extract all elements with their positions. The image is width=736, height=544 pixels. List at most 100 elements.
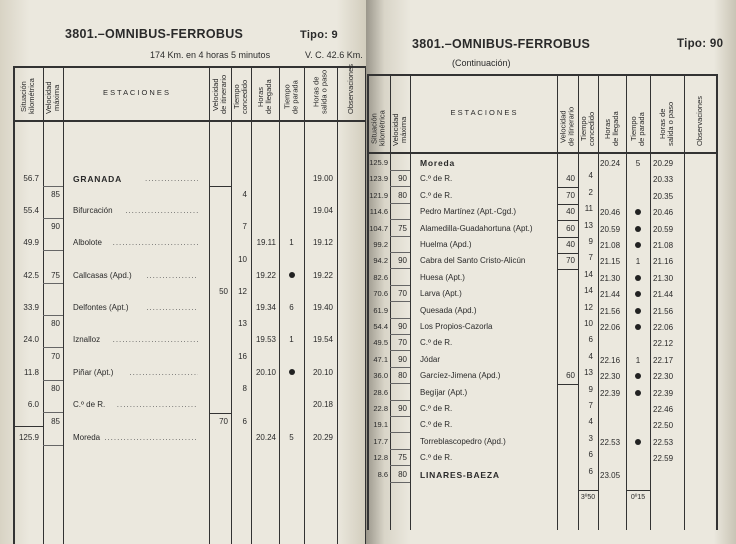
station-name: Torreblascopedro (Apd.) [420, 436, 506, 446]
km-position: 28.6 [373, 387, 388, 397]
departure-time: 22.59 [653, 454, 674, 464]
train-title: 3801.–OMNIBUS-FERROBUS [65, 27, 244, 41]
dot-leader: .............................. [145, 174, 198, 183]
km-position: 22.8 [373, 404, 388, 413]
arrival-time: 21.08 [600, 241, 621, 250]
table-row: 82.6 Huesa (Apt.) 14 21.30 21.30 [366, 269, 736, 285]
speed-change-mark [390, 170, 410, 171]
station-name: LINARES-BAEZA [420, 469, 500, 480]
station-name: C.º de R. [420, 404, 453, 413]
left-page: 3801.–OMNIBUS-FERROBUS Tipo: 9 174 Km. e… [0, 0, 367, 544]
segment-row: 85 4 [0, 190, 366, 202]
dot-leader: .............................. [129, 368, 198, 377]
allowed-time: 4 [588, 171, 593, 181]
max-speed: 80 [398, 190, 407, 200]
arrival-time: 19.22 [255, 271, 276, 280]
header-dep: Horas de salida o paso [311, 69, 329, 114]
speed-change-mark [43, 218, 63, 219]
departure-time: 19.00 [312, 174, 333, 183]
departure-time: 21.56 [653, 306, 674, 316]
max-speed: 85 [51, 190, 60, 199]
departure-time: 20.35 [653, 191, 674, 201]
departure-time: 22.17 [653, 355, 674, 365]
speed-change-mark [390, 465, 410, 467]
table-row: 42.5 75 Callcasas (Apd.)..................… [0, 271, 366, 283]
timetable-right: Situación kilométrica Velocidad máxima E S… [366, 0, 736, 544]
station-name: Cabra del Santo Cristo-Alicún [420, 256, 526, 266]
max-speed: 90 [398, 174, 407, 184]
km-position: 42.5 [23, 271, 39, 280]
arrival-time: 21.44 [600, 290, 621, 300]
max-speed: 80 [51, 319, 60, 328]
speed-change-mark [43, 186, 63, 187]
speed-boundary [557, 220, 578, 222]
arrival-time: 21.30 [600, 273, 621, 283]
departure-time: 20.59 [653, 224, 674, 234]
speed-boundary [557, 384, 578, 386]
speed-change-mark [43, 412, 63, 413]
allowed-time: 13 [584, 220, 593, 230]
departure-time: 19.04 [312, 206, 333, 215]
max-speed: 70 [398, 338, 407, 348]
allowed-time: 14 [584, 269, 593, 279]
station-name: Quesada (Apd.) [420, 305, 477, 315]
speed-change-mark [390, 268, 410, 270]
speed-change-mark [43, 347, 63, 348]
header-stations: E S T A C I O N E S [103, 88, 169, 97]
itinerary-speed: 70 [219, 416, 228, 426]
table-row: 55.4 Bifurcación.........................… [0, 206, 366, 218]
table-row: 8.6 80 LINARES-BAEZA 6 23.05 [366, 467, 736, 482]
header-arr: Horas de llegada [603, 111, 620, 146]
itinerary-speed: 40 [566, 174, 575, 184]
header-vit: Velocidad de itinerario [558, 106, 576, 146]
dot-leader: .............................. [112, 335, 198, 344]
km-position: 123.9 [369, 174, 388, 184]
train-type: Tipo: 9 [300, 29, 338, 41]
station-name: C.º de R. [420, 420, 453, 430]
departure-time: 20.29 [312, 433, 333, 442]
allowed-time: 6 [242, 416, 247, 426]
table-row: 49.9 Albolote............................… [0, 238, 366, 250]
departure-time: 20.18 [312, 400, 333, 409]
max-speed: 80 [398, 371, 407, 381]
station-name: Huesa (Apt.) [420, 272, 465, 282]
stop-time: 1 [289, 335, 294, 344]
section-boundary [13, 426, 43, 427]
allowed-time: 4 [588, 351, 593, 361]
itinerary-speed: 60 [566, 371, 575, 381]
allowed-time: 12 [584, 302, 593, 312]
speed-change-mark [390, 202, 410, 204]
departure-time: 22.12 [653, 339, 674, 349]
commercial-speed: V. C. 42.6 Km. [305, 50, 363, 60]
speed-change-mark [390, 301, 410, 303]
departure-time: 22.46 [653, 405, 674, 414]
speed-boundary [209, 413, 231, 414]
column-divider [578, 74, 579, 530]
km-position: 49.5 [373, 338, 388, 348]
departure-time: 19.22 [312, 271, 333, 280]
allowed-time: 9 [588, 237, 593, 246]
departure-time: 22.06 [653, 323, 674, 332]
station-name: Garcíez-Jimena (Apd.) [420, 371, 501, 381]
table-row: 17.7 Torreblascopedro (Apd.) 3 22.53 22.53 [366, 434, 736, 449]
arrival-time: 22.30 [600, 372, 621, 382]
speed-change-mark [43, 283, 63, 284]
table-row: 125.9 Moreda 20.24 5 20.29 [366, 158, 736, 170]
arrival-time: 22.06 [600, 323, 621, 332]
allowed-time: 2 [588, 187, 593, 197]
request-stop-dot [626, 389, 650, 398]
station-name: C.º de R. [420, 174, 453, 184]
speed-change-mark [390, 334, 410, 335]
departure-time: 20.46 [653, 208, 674, 218]
table-row: 19.1 C.º de R. 4 22.50 [366, 417, 736, 432]
column-divider [231, 66, 232, 544]
stop-time: 1 [635, 257, 641, 267]
table-row: 123.9 90 C.º de R. 40 4 20.33 [366, 171, 736, 186]
max-speed: 70 [51, 351, 60, 361]
arrival-time: 22.39 [600, 388, 621, 398]
arrival-time: 20.24 [600, 159, 621, 168]
speed-change-mark [390, 235, 410, 237]
max-speed: 75 [398, 223, 407, 233]
station-name: C.º de R. [73, 400, 106, 409]
header-dep: Horas de salida o paso [658, 101, 675, 146]
